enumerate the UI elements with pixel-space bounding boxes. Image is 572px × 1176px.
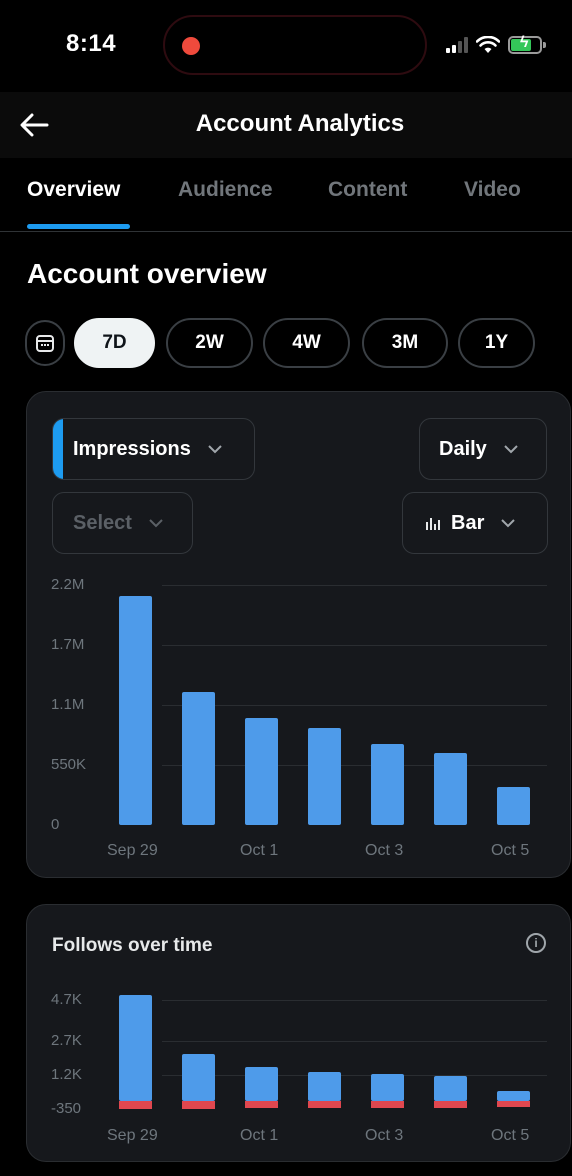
follows-bar (182, 1053, 215, 1101)
x-axis-tick-label: Oct 5 (491, 842, 530, 859)
grid-line (162, 1075, 547, 1076)
metric-dropdown[interactable]: Impressions (52, 418, 255, 480)
tab-overview[interactable]: Overview (27, 178, 121, 201)
wifi-icon (476, 36, 500, 53)
bar-oct-3 (371, 744, 404, 825)
y-axis-tick-label: 2.7K (51, 1032, 82, 1049)
arrow-left-icon (20, 113, 49, 137)
y-axis-tick-label: -350 (51, 1100, 82, 1117)
unfollows-bar (371, 1101, 404, 1108)
range-chip-2w[interactable]: 2W (166, 318, 253, 368)
y-axis-tick-label: 1.7M (51, 636, 85, 653)
tab-video[interactable]: Video (464, 178, 521, 201)
chevron-down-icon (501, 519, 516, 528)
nav-header: Account Analytics (0, 92, 572, 158)
y-axis-tick-label: 4.7K (51, 991, 82, 1008)
interval-dropdown[interactable]: Daily (419, 418, 547, 480)
grid-line (162, 705, 547, 706)
bar-oct-2 (308, 727, 341, 825)
grid-line (162, 1041, 547, 1042)
grid-line (162, 765, 547, 766)
info-icon[interactable]: i (526, 933, 546, 953)
grid-line (162, 645, 547, 646)
follows-bar (119, 995, 152, 1101)
back-button[interactable] (14, 105, 54, 145)
tab-content[interactable]: Content (328, 178, 408, 201)
x-axis-tick-label: Oct 3 (365, 1127, 404, 1144)
calendar-button[interactable] (25, 320, 65, 366)
follows-bar (308, 1071, 341, 1101)
metric-color-indicator (53, 419, 63, 479)
range-chip-3m[interactable]: 3M (362, 318, 448, 368)
status-time: 8:14 (66, 30, 117, 57)
bar-oct-1 (245, 718, 278, 825)
bar-oct-5 (497, 786, 530, 825)
follows-bar (497, 1090, 530, 1101)
x-axis-tick-label: Oct 1 (240, 1127, 279, 1144)
bar-chart-icon (426, 518, 440, 530)
x-axis-tick-label: Oct 3 (365, 842, 404, 859)
card-title: Follows over time (52, 935, 213, 956)
follows-bar (371, 1073, 404, 1101)
follows-card: Follows over time i 4.7K 2.7K 1.2K -350 Sep … (26, 904, 571, 1162)
follows-bar (434, 1076, 467, 1101)
cellular-signal-icon (446, 37, 468, 53)
range-chip-4w[interactable]: 4W (263, 318, 350, 368)
battery-charging-icon: ϟ (508, 34, 546, 54)
unfollows-bar (119, 1101, 152, 1109)
bar-sep-30 (182, 691, 215, 825)
compare-dropdown[interactable]: Select (52, 492, 193, 554)
interval-label: Daily (439, 437, 487, 460)
grid-line (162, 1000, 547, 1001)
chart-type-dropdown[interactable]: Bar (402, 492, 548, 554)
compare-label: Select (73, 511, 132, 534)
tab-bar: Overview Audience Content Video (0, 158, 572, 232)
x-axis-tick-label: Oct 1 (240, 842, 279, 859)
y-axis-tick-label: 2.2M (51, 576, 85, 593)
grid-line (162, 585, 547, 586)
y-axis-tick-label: 1.1M (51, 696, 85, 713)
active-tab-indicator (27, 224, 130, 229)
unfollows-bar (245, 1101, 278, 1109)
record-dot-icon (182, 37, 200, 55)
tab-audience[interactable]: Audience (178, 178, 273, 201)
status-bar: 8:14 ϟ (0, 0, 572, 92)
y-axis-tick-label: 550K (51, 756, 87, 773)
chevron-down-icon (504, 445, 518, 454)
metric-label: Impressions (73, 437, 191, 460)
y-axis-tick-label: 1.2K (51, 1066, 82, 1083)
range-chip-1y[interactable]: 1Y (458, 318, 535, 368)
unfollows-bar (434, 1101, 467, 1109)
bar-oct-4 (434, 753, 467, 825)
chart-type-label: Bar (451, 511, 485, 534)
impressions-card: Impressions Daily Select Bar 2.2M 1.7M 1.1… (26, 391, 571, 878)
chevron-down-icon (208, 445, 222, 454)
section-heading: Account overview (27, 258, 267, 289)
page-title: Account Analytics (195, 110, 405, 137)
follows-bar (245, 1067, 278, 1101)
calendar-icon (36, 335, 54, 352)
bar-sep-29 (119, 595, 152, 825)
unfollows-bar (308, 1101, 341, 1108)
range-chip-7d[interactable]: 7D (74, 318, 155, 368)
x-axis-tick-label: Sep 29 (107, 1127, 158, 1144)
y-axis-tick-label: 0 (51, 816, 60, 833)
unfollows-bar (497, 1101, 530, 1107)
chevron-down-icon (149, 519, 163, 528)
x-axis-tick-label: Sep 29 (107, 842, 158, 859)
dynamic-island (163, 15, 427, 75)
status-icons: ϟ (446, 34, 546, 56)
x-axis-tick-label: Oct 5 (491, 1127, 530, 1144)
unfollows-bar (182, 1101, 215, 1109)
